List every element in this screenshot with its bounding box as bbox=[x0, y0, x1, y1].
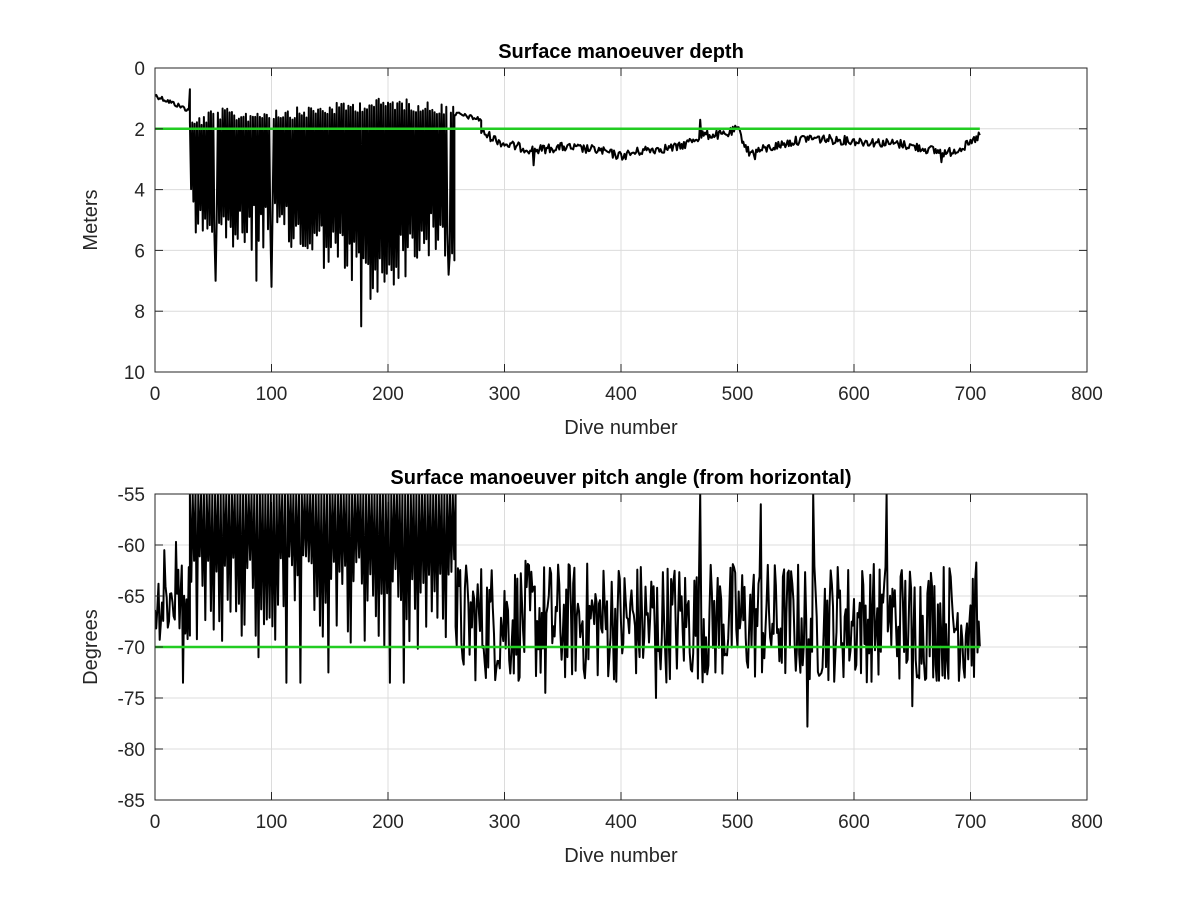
grid bbox=[154, 67, 1088, 373]
data-series-line bbox=[155, 494, 981, 728]
x-axis-label: Dive number bbox=[564, 845, 678, 867]
y-tick-label: -60 bbox=[118, 536, 145, 557]
y-tick-label: 10 bbox=[124, 363, 145, 384]
y-tick-label: 2 bbox=[134, 120, 145, 141]
y-tick-label: -55 bbox=[118, 485, 145, 506]
x-tick-label: 400 bbox=[605, 384, 637, 405]
x-tick-label: 400 bbox=[605, 812, 637, 833]
y-axis-label: Meters bbox=[80, 189, 102, 250]
x-tick-label: 200 bbox=[372, 812, 404, 833]
x-tick-label: 600 bbox=[838, 384, 870, 405]
x-tick-label: 200 bbox=[372, 384, 404, 405]
x-tick-label: 600 bbox=[838, 812, 870, 833]
y-tick-label: -70 bbox=[118, 638, 145, 659]
x-tick-label: 300 bbox=[489, 384, 521, 405]
y-axis-label: Degrees bbox=[80, 609, 102, 685]
y-tick-label: -85 bbox=[118, 791, 145, 812]
x-tick-label: 100 bbox=[256, 384, 288, 405]
x-tick-label: 0 bbox=[150, 384, 161, 405]
x-tick-label: 500 bbox=[722, 384, 754, 405]
y-tick-label: -80 bbox=[118, 740, 145, 761]
y-tick-label: 4 bbox=[134, 181, 145, 202]
x-axis-label: Dive number bbox=[564, 417, 678, 439]
x-tick-label: 300 bbox=[489, 812, 521, 833]
x-tick-label: 800 bbox=[1071, 812, 1103, 833]
x-tick-label: 800 bbox=[1071, 384, 1103, 405]
y-tick-label: -75 bbox=[118, 689, 145, 710]
chart-title: Surface manoeuver pitch angle (from hori… bbox=[390, 467, 851, 489]
x-tick-label: 0 bbox=[150, 812, 161, 833]
depth-panel: 0 100 200 300 400 500 600 700 800 0 2 4 6 8 10 Surface … bbox=[80, 41, 1103, 439]
y-tick-label: 8 bbox=[134, 302, 145, 323]
y-tick-label: -65 bbox=[118, 587, 145, 608]
data-series-line bbox=[155, 88, 981, 328]
chart-title: Surface manoeuver depth bbox=[498, 41, 744, 63]
x-tick-label: 100 bbox=[256, 812, 288, 833]
pitch-panel: 0 100 200 300 400 500 600 700 800 -55 -60 -65 -70 -75… bbox=[80, 467, 1103, 867]
x-tick-label: 500 bbox=[722, 812, 754, 833]
y-tick-label: 0 bbox=[134, 59, 145, 80]
x-tick-label: 700 bbox=[955, 812, 987, 833]
y-tick-label: 6 bbox=[134, 241, 145, 262]
x-tick-label: 700 bbox=[955, 384, 987, 405]
